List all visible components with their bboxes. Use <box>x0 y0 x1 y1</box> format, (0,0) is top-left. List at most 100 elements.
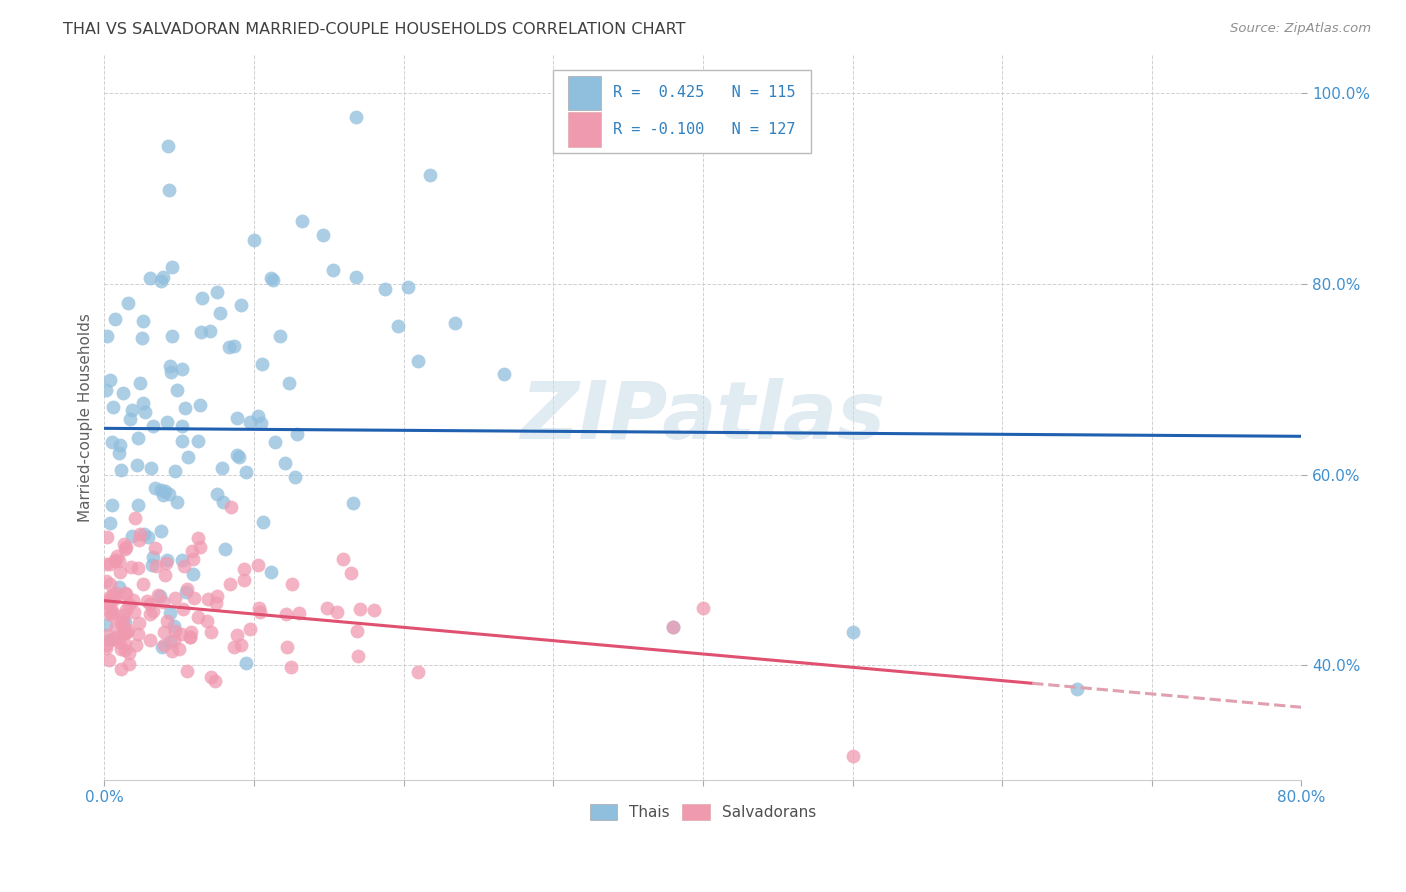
Text: R =  0.425   N = 115: R = 0.425 N = 115 <box>613 86 796 101</box>
Point <box>162 328 184 343</box>
Point <box>112 624 135 639</box>
Point <box>163 591 186 605</box>
Point <box>96 530 118 544</box>
Point <box>264 434 287 449</box>
Point <box>692 601 714 615</box>
Point <box>138 530 160 544</box>
Point <box>139 607 162 622</box>
Point <box>291 213 314 227</box>
Point <box>225 410 247 425</box>
Point <box>155 556 177 570</box>
Point <box>176 582 198 596</box>
Point <box>152 595 174 609</box>
Point <box>172 418 194 433</box>
Point <box>346 624 368 639</box>
Point <box>139 461 162 475</box>
Point <box>129 527 152 541</box>
Point <box>139 271 162 285</box>
Point <box>100 632 122 646</box>
Point <box>118 657 141 671</box>
Text: THAI VS SALVADORAN MARRIED-COUPLE HOUSEHOLDS CORRELATION CHART: THAI VS SALVADORAN MARRIED-COUPLE HOUSEH… <box>63 22 686 37</box>
Point <box>96 628 118 642</box>
Point <box>150 483 173 498</box>
FancyBboxPatch shape <box>568 112 602 147</box>
Point <box>247 600 270 615</box>
Point <box>117 646 139 660</box>
Point <box>138 597 160 611</box>
Point <box>841 624 863 639</box>
Point <box>312 227 335 242</box>
Point <box>127 498 149 512</box>
Point <box>117 296 139 310</box>
Point <box>159 635 181 649</box>
Point <box>235 656 257 670</box>
Point <box>179 631 201 645</box>
Point <box>285 426 308 441</box>
Point <box>494 368 516 382</box>
Point <box>101 498 124 512</box>
Point <box>179 630 201 644</box>
Point <box>326 605 349 619</box>
Point <box>132 314 155 328</box>
Point <box>180 624 202 639</box>
Point <box>110 616 132 631</box>
Point <box>114 637 136 651</box>
Point <box>260 565 283 579</box>
Point <box>142 418 165 433</box>
Point <box>252 515 274 529</box>
Point <box>101 588 124 602</box>
Point <box>191 291 214 305</box>
Point <box>233 573 256 587</box>
Point <box>96 593 118 607</box>
Point <box>101 607 124 621</box>
Point <box>117 623 139 637</box>
Point <box>101 632 124 646</box>
Text: R = -0.100   N = 127: R = -0.100 N = 127 <box>613 122 796 137</box>
Point <box>103 592 125 607</box>
Point <box>101 435 124 450</box>
Point <box>110 662 132 676</box>
Point <box>160 365 183 379</box>
Point <box>276 607 298 621</box>
Point <box>94 617 117 632</box>
Point <box>396 280 419 294</box>
Point <box>98 590 121 604</box>
Point <box>138 633 160 648</box>
Point <box>124 511 146 525</box>
Point <box>141 558 163 572</box>
Point <box>219 500 242 514</box>
Point <box>110 566 132 580</box>
Point <box>235 465 257 479</box>
Point <box>108 438 131 452</box>
Point <box>195 614 218 628</box>
Point <box>94 641 117 656</box>
Point <box>112 385 135 400</box>
Point <box>419 168 441 182</box>
Point <box>112 626 135 640</box>
Point <box>262 272 284 286</box>
Point <box>122 592 145 607</box>
Point <box>1066 681 1088 696</box>
Point <box>98 607 121 621</box>
Point <box>112 608 135 623</box>
Point <box>127 431 149 445</box>
Point <box>104 586 127 600</box>
Point <box>105 630 128 644</box>
Point <box>153 638 176 652</box>
Point <box>170 362 193 376</box>
Point <box>662 620 685 634</box>
Point <box>104 554 127 568</box>
Point <box>243 233 266 247</box>
Point <box>159 359 181 374</box>
Point <box>344 270 367 285</box>
Point <box>249 605 271 619</box>
Point <box>278 376 301 390</box>
Point <box>159 606 181 620</box>
Point <box>218 577 240 591</box>
Point <box>214 542 236 557</box>
Point <box>163 633 186 648</box>
Y-axis label: Married-couple Households: Married-couple Households <box>79 313 93 522</box>
Point <box>97 632 120 647</box>
Point <box>108 634 131 648</box>
Point <box>150 640 173 655</box>
